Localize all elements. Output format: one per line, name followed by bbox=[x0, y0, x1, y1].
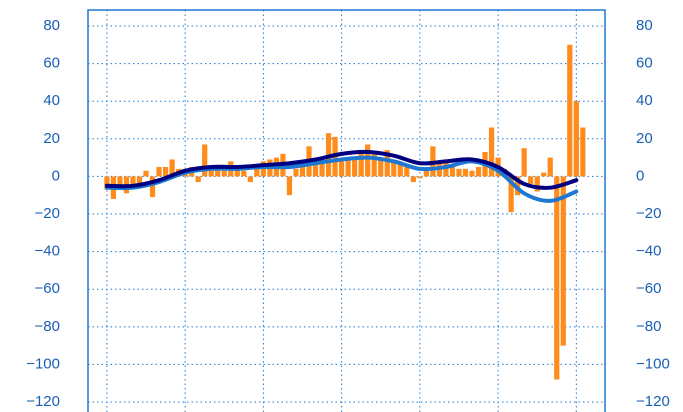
bar bbox=[136, 176, 143, 184]
bar bbox=[528, 176, 534, 184]
bar bbox=[241, 170, 247, 177]
bar bbox=[221, 170, 227, 177]
bar bbox=[541, 172, 547, 177]
y2-tick-label: 80 bbox=[636, 17, 653, 34]
y-tick-label: 20 bbox=[43, 130, 60, 147]
bar bbox=[352, 157, 358, 177]
y2-tick-label: 0 bbox=[636, 167, 644, 184]
bar bbox=[195, 176, 201, 183]
bar bbox=[169, 159, 175, 177]
y2-tick-label: 20 bbox=[636, 130, 653, 147]
bar bbox=[117, 176, 123, 186]
bar bbox=[254, 165, 260, 177]
y-tick-label: −20 bbox=[35, 205, 60, 222]
y2-tick-label: −120 bbox=[636, 393, 670, 410]
bar bbox=[202, 144, 208, 177]
bar bbox=[580, 127, 586, 177]
bar bbox=[104, 176, 110, 190]
y-tick-label: −60 bbox=[35, 280, 60, 297]
bar bbox=[143, 170, 149, 177]
bar bbox=[391, 161, 397, 177]
y-tick-label: 40 bbox=[43, 92, 60, 109]
y-tick-label: −80 bbox=[35, 318, 60, 335]
bar bbox=[371, 153, 377, 177]
bar bbox=[397, 163, 403, 177]
y-tick-label: −100 bbox=[26, 355, 60, 372]
bar bbox=[423, 168, 429, 177]
y-tick-label: 80 bbox=[43, 17, 60, 34]
bar bbox=[215, 168, 221, 177]
bar bbox=[286, 176, 293, 196]
y2-tick-label: 60 bbox=[636, 55, 653, 72]
bar bbox=[534, 176, 540, 192]
bar bbox=[130, 176, 136, 188]
bar bbox=[234, 168, 240, 177]
bar bbox=[554, 176, 560, 380]
line bbox=[104, 149, 579, 190]
bar bbox=[560, 176, 566, 346]
bar bbox=[339, 161, 345, 177]
bar bbox=[456, 168, 462, 177]
bar bbox=[469, 170, 475, 177]
bar bbox=[345, 157, 351, 177]
bar bbox=[149, 176, 156, 198]
bar bbox=[384, 150, 390, 177]
y2-tick-label: −80 bbox=[636, 318, 661, 335]
y2-tick-label: −60 bbox=[636, 280, 661, 297]
y-tick-label: −120 bbox=[26, 393, 60, 410]
bar bbox=[567, 44, 573, 177]
bar bbox=[208, 170, 214, 177]
bar bbox=[378, 157, 384, 177]
bar bbox=[410, 176, 416, 183]
bar bbox=[449, 167, 456, 177]
y2-tick-label: −40 bbox=[636, 243, 661, 260]
bar bbox=[417, 176, 423, 179]
bar bbox=[312, 163, 319, 177]
y-tick-label: −40 bbox=[35, 243, 60, 260]
y-tick-label: 0 bbox=[52, 167, 60, 184]
bar bbox=[508, 176, 514, 213]
bar bbox=[247, 176, 253, 183]
bar bbox=[365, 144, 371, 177]
bar bbox=[573, 101, 579, 177]
bar bbox=[521, 148, 527, 177]
bar bbox=[404, 167, 410, 177]
bar bbox=[319, 157, 325, 177]
bar bbox=[475, 167, 482, 177]
bar bbox=[547, 157, 553, 177]
y2-tick-label: −100 bbox=[636, 355, 670, 372]
bar bbox=[162, 167, 169, 177]
y-tick-label: 60 bbox=[43, 55, 60, 72]
plot-frame bbox=[87, 9, 606, 412]
bar bbox=[488, 127, 495, 177]
bar bbox=[462, 168, 469, 177]
bar bbox=[299, 161, 306, 177]
y2-tick-label: −20 bbox=[636, 205, 661, 222]
y2-tick-label: 40 bbox=[636, 92, 653, 109]
bar bbox=[156, 167, 162, 177]
bar bbox=[358, 150, 364, 177]
bar bbox=[293, 168, 299, 177]
